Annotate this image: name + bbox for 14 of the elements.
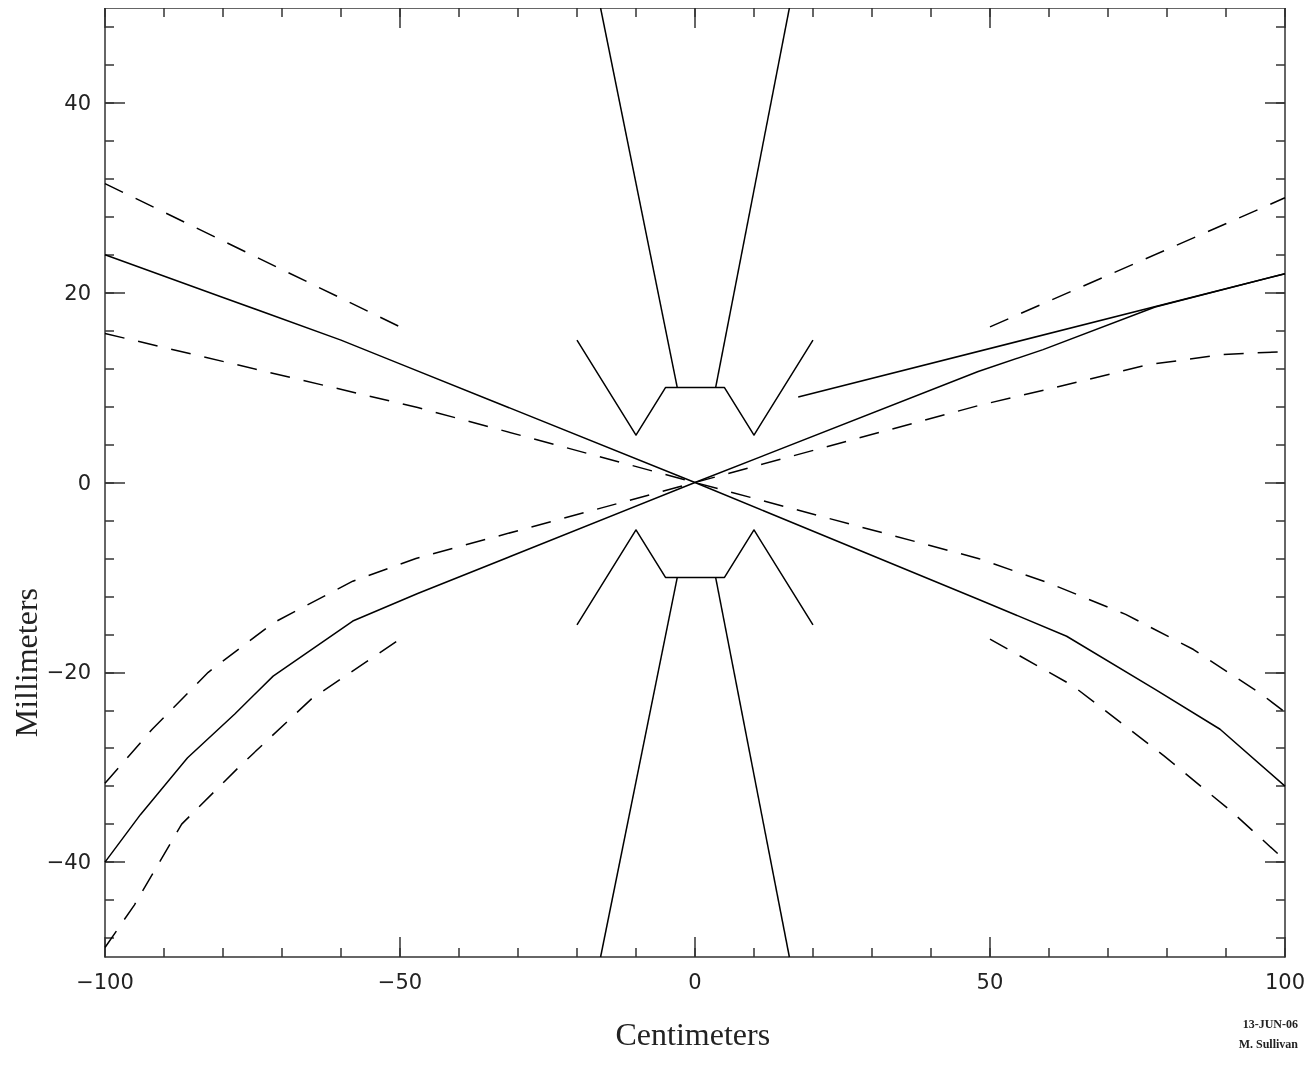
y-tick-label: −20 [46,660,91,685]
y-axis-title: Millimeters [8,588,44,738]
text: M. Sullivan [1238,1037,1299,1051]
y-tick-label: 0 [77,470,91,495]
x-tick-label: 100 [1264,969,1306,994]
text: 13-JUN-06 [1242,1017,1298,1031]
x-tick-label: −100 [76,969,134,994]
x-tick-label: −50 [377,969,423,994]
x-tick-label: 50 [976,969,1004,994]
x-axis-title: Centimeters [615,1016,771,1052]
y-tick-label: 40 [64,90,91,115]
x-tick-label: 0 [688,969,702,994]
y-tick-label: 20 [64,280,91,305]
y-tick-label: −40 [46,850,91,875]
